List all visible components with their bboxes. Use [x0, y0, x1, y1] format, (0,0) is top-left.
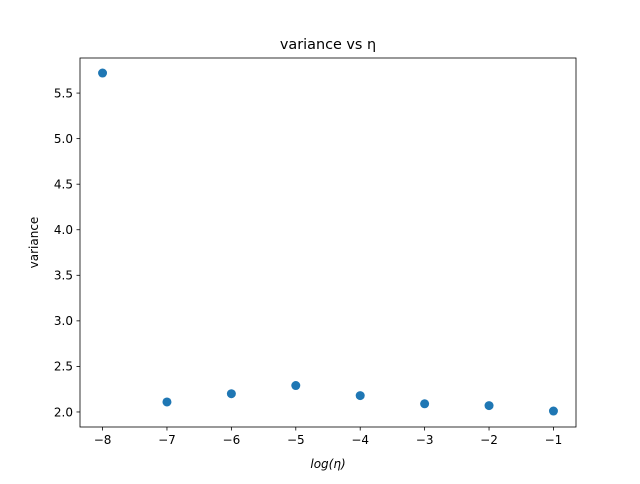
- x-tick-label: −3: [416, 433, 434, 447]
- chart-title: variance vs η: [280, 37, 376, 53]
- y-axis-label: variance: [27, 217, 41, 269]
- plot-frame: [79, 57, 577, 428]
- data-point: [162, 397, 172, 407]
- y-tick-label: 2.5: [54, 360, 73, 374]
- x-tick-label: −8: [94, 433, 112, 447]
- x-tick-label: −4: [351, 433, 369, 447]
- y-tick-label: 5.0: [54, 132, 73, 146]
- x-tick-label: −2: [480, 433, 498, 447]
- y-tick-label: 4.0: [54, 223, 73, 237]
- x-tick-label: −7: [158, 433, 176, 447]
- x-tick-label: −1: [545, 433, 563, 447]
- data-point: [355, 391, 365, 401]
- data-point: [484, 401, 494, 411]
- data-point: [98, 68, 108, 78]
- data-point: [226, 389, 236, 399]
- y-axis-ticks: 2.0 2.5 3.0 3.5 4.0 4.5 5.0 5.5: [54, 86, 80, 419]
- x-tick-label: −5: [287, 433, 305, 447]
- x-axis-ticks: −8 −7 −6 −5 −4 −3 −2 −1: [94, 427, 563, 447]
- y-tick-label: 3.5: [54, 269, 73, 283]
- data-point: [291, 381, 301, 391]
- y-tick-label: 5.5: [54, 86, 73, 100]
- y-tick-label: 2.0: [54, 405, 73, 419]
- y-tick-label: 3.0: [54, 314, 73, 328]
- data-points: [98, 68, 558, 416]
- x-axis-label: log(η): [310, 457, 345, 471]
- plot-area: [80, 58, 576, 427]
- x-tick-label: −6: [223, 433, 241, 447]
- data-point: [420, 399, 430, 409]
- y-tick-label: 4.5: [54, 177, 73, 191]
- data-point: [548, 406, 558, 416]
